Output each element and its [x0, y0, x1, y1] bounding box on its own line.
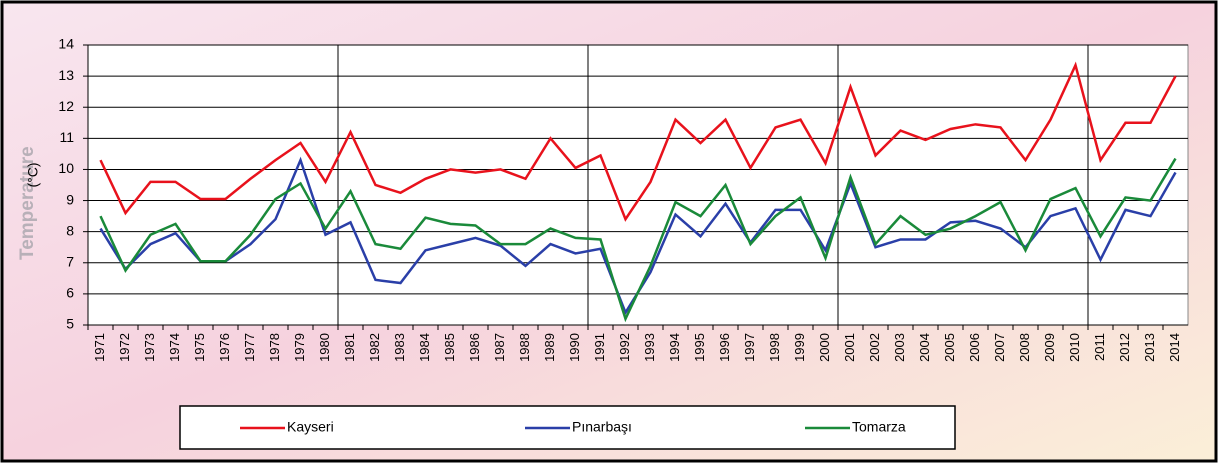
y-tick-label: 10 [58, 160, 74, 176]
x-tick-label: 2002 [867, 333, 882, 362]
x-tick-label: 1990 [567, 333, 582, 362]
x-tick-label: 2008 [1017, 333, 1032, 362]
x-tick-label: 1986 [467, 333, 482, 362]
x-tick-label: 2006 [967, 333, 982, 362]
x-tick-label: 2010 [1067, 333, 1082, 362]
x-tick-label: 1981 [342, 333, 357, 362]
x-tick-label: 2004 [917, 333, 932, 362]
x-tick-label: 1991 [592, 333, 607, 362]
y-tick-label: 8 [66, 222, 74, 238]
x-tick-label: 1996 [717, 333, 732, 362]
y-tick-label: 6 [66, 285, 74, 301]
x-tick-label: 2000 [817, 333, 832, 362]
x-tick-label: 1994 [667, 333, 682, 362]
x-tick-label: 1989 [542, 333, 557, 362]
y-tick-label: 11 [59, 129, 74, 145]
y-tick-label: 5 [66, 316, 74, 332]
x-tick-label: 1985 [442, 333, 457, 362]
plot-area [87, 44, 1189, 326]
x-tick-label: 2003 [892, 333, 907, 362]
x-tick-label: 2012 [1117, 333, 1132, 362]
x-tick-label: 1980 [317, 333, 332, 362]
x-tick-label: 1971 [92, 333, 107, 362]
x-tick-label: 1978 [267, 333, 282, 362]
x-tick-label: 1995 [692, 333, 707, 362]
legend-label: Kayseri [287, 419, 334, 435]
x-tick-label: 2005 [942, 333, 957, 362]
x-tick-label: 2009 [1042, 333, 1057, 362]
y-tick-label: 9 [66, 191, 74, 207]
x-tick-label: 1972 [117, 333, 132, 362]
x-tick-label: 1982 [367, 333, 382, 362]
y-axis-unit: (°C) [25, 162, 41, 187]
x-tick-label: 2013 [1142, 333, 1157, 362]
series-line [99, 61, 1177, 222]
x-tick-label: 1975 [192, 333, 207, 362]
x-tick-label: 1997 [742, 333, 757, 362]
x-tick-label: 1977 [242, 333, 257, 362]
x-tick-label: 1993 [642, 333, 657, 362]
series-line [99, 157, 1177, 323]
x-tick-label: 1973 [142, 333, 157, 362]
x-tick-label: 1974 [167, 333, 182, 362]
y-tick-label: 13 [58, 67, 74, 83]
x-tick-label: 1983 [392, 333, 407, 362]
x-tick-label: 1999 [792, 333, 807, 362]
x-tick-label: 1998 [767, 333, 782, 362]
y-axis-label: Temperature [17, 146, 38, 260]
x-tick-label: 2007 [992, 333, 1007, 362]
y-tick-label: 14 [58, 36, 74, 52]
x-tick-label: 1992 [617, 333, 632, 362]
x-tick-label: 1984 [417, 333, 432, 362]
x-tick-label: 2011 [1092, 333, 1107, 361]
x-tick-label: 2014 [1167, 333, 1182, 362]
x-tick-label: 1976 [217, 333, 232, 362]
x-tick-label: 1988 [517, 333, 532, 362]
x-tick-label: 1987 [492, 333, 507, 362]
y-tick-label: 7 [66, 253, 74, 269]
legend-label: Tomarza [852, 419, 906, 435]
legend-label: Pınarbaşı [572, 419, 632, 435]
x-tick-label: 2001 [842, 333, 857, 362]
x-tick-label: 1979 [292, 333, 307, 362]
y-tick-label: 12 [58, 98, 74, 114]
